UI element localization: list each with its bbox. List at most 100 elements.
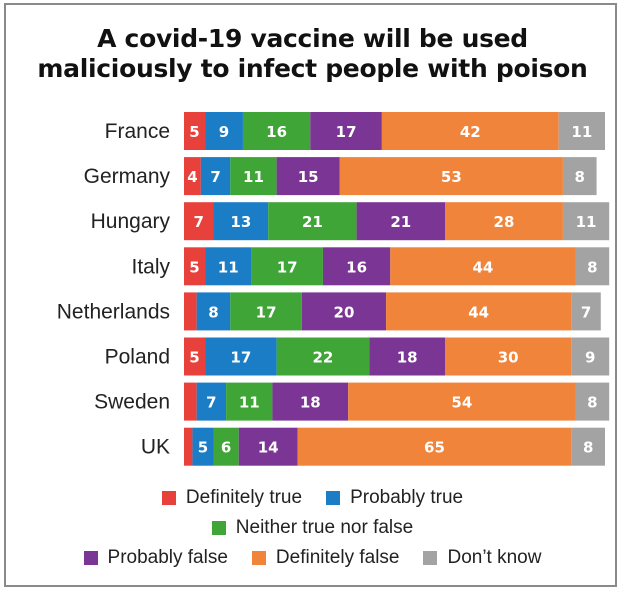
- bar-segment: [272, 382, 349, 421]
- data-label: 17: [230, 349, 251, 367]
- bar-segment: [184, 247, 206, 286]
- bar-segment: [276, 157, 340, 196]
- data-label: 8: [587, 258, 597, 276]
- category-label: Germany: [84, 165, 171, 188]
- category-label: Italy: [131, 255, 170, 278]
- chart-title-line-1: A covid-19 vaccine will be used: [97, 24, 528, 53]
- bar-segment: [192, 427, 214, 466]
- category-label: UK: [141, 436, 170, 459]
- data-label: 8: [208, 303, 218, 321]
- data-label: 5: [189, 123, 199, 141]
- category-label: Sweden: [94, 391, 170, 414]
- bar-segment: [390, 247, 576, 286]
- data-label: 17: [256, 303, 277, 321]
- category-label: Hungary: [91, 210, 171, 233]
- category-label: Netherlands: [57, 300, 170, 323]
- data-label: 16: [266, 123, 287, 141]
- bar-segment: [242, 112, 311, 150]
- bar-segment: [575, 382, 610, 421]
- bar-segment: [339, 157, 563, 196]
- data-label: 5: [189, 349, 199, 367]
- data-label: 7: [581, 303, 591, 321]
- chart-title: A covid-19 vaccine will be used maliciou…: [0, 24, 625, 84]
- legend-item: Probably true: [326, 483, 463, 513]
- data-label: 28: [494, 213, 515, 231]
- bar-segment: [205, 112, 243, 150]
- data-label: 20: [334, 303, 355, 321]
- data-label: 4: [187, 168, 197, 186]
- data-label: 7: [194, 213, 204, 231]
- legend-swatch: [251, 551, 266, 565]
- bar-segment: [230, 292, 302, 331]
- data-label: 18: [397, 349, 418, 367]
- bar-segment: [196, 292, 231, 331]
- bar-segment: [238, 427, 298, 466]
- legend-swatch: [83, 551, 98, 565]
- data-label: 17: [336, 123, 357, 141]
- data-label: 5: [198, 439, 208, 457]
- data-label: 9: [585, 349, 595, 367]
- legend-swatch: [211, 521, 226, 535]
- data-label: 21: [390, 213, 411, 231]
- bar-segment: [356, 202, 446, 241]
- bar-segment: [348, 382, 576, 421]
- legend-item: Neither true nor false: [211, 513, 413, 543]
- legend-item: Probably false: [83, 543, 228, 573]
- bar-segment: [184, 112, 206, 150]
- bar-segment: [322, 247, 391, 286]
- bar-segment: [445, 202, 563, 241]
- data-label: 8: [575, 168, 585, 186]
- data-label: 44: [472, 258, 493, 276]
- data-label: 54: [451, 394, 472, 412]
- data-label: 7: [210, 168, 220, 186]
- legend-item: Definitely false: [251, 543, 400, 573]
- data-label: 44: [468, 303, 489, 321]
- data-label: 42: [460, 123, 481, 141]
- legend-item: Don’t know: [423, 543, 541, 573]
- bar-segment: [213, 427, 239, 466]
- data-label: 17: [277, 258, 298, 276]
- category-label: France: [105, 120, 170, 143]
- legend-label: Definitely false: [275, 547, 400, 568]
- bar-segment: [381, 112, 559, 150]
- data-label: 16: [346, 258, 367, 276]
- data-label: 14: [258, 439, 279, 457]
- legend-row: Probably false Definitely false Don’t know: [0, 543, 625, 573]
- legend-label: Don’t know: [447, 547, 542, 568]
- legend-swatch: [161, 491, 176, 505]
- bar-segment: [571, 337, 610, 376]
- legend-row: Definitely true Probably true: [0, 483, 625, 513]
- bar-segment: [558, 112, 605, 150]
- bar-segment: [571, 427, 605, 466]
- chart-legend: Definitely true Probably true Neither true…: [0, 483, 625, 573]
- legend-swatch: [326, 491, 341, 505]
- bar-segment: [301, 292, 387, 331]
- bar-segment: [184, 157, 201, 196]
- bar-segment: [276, 337, 370, 376]
- bar-segment: [562, 202, 610, 241]
- bar-segment: [205, 337, 277, 376]
- data-label: 15: [298, 168, 319, 186]
- legend-item: Definitely true: [161, 483, 302, 513]
- legend-label: Probably true: [350, 487, 464, 508]
- bar-segment: [184, 337, 206, 376]
- data-label: 11: [243, 168, 264, 186]
- bar-segment: [200, 157, 231, 196]
- bar-segment: [251, 247, 323, 286]
- legend-label: Probably false: [107, 547, 228, 568]
- data-label: 53: [441, 168, 462, 186]
- bar-segment: [445, 337, 572, 376]
- bar-segment: [184, 202, 214, 241]
- bar-segment: [226, 382, 273, 421]
- bar-segment: [213, 202, 269, 241]
- data-label: 22: [312, 349, 333, 367]
- bar-segment: [562, 157, 597, 196]
- category-label: Poland: [105, 346, 170, 369]
- bar-segment: [184, 382, 197, 421]
- data-label: 8: [583, 439, 593, 457]
- data-label: 21: [302, 213, 323, 231]
- data-label: 30: [498, 349, 519, 367]
- bar-segment: [184, 427, 193, 466]
- data-label: 5: [189, 258, 199, 276]
